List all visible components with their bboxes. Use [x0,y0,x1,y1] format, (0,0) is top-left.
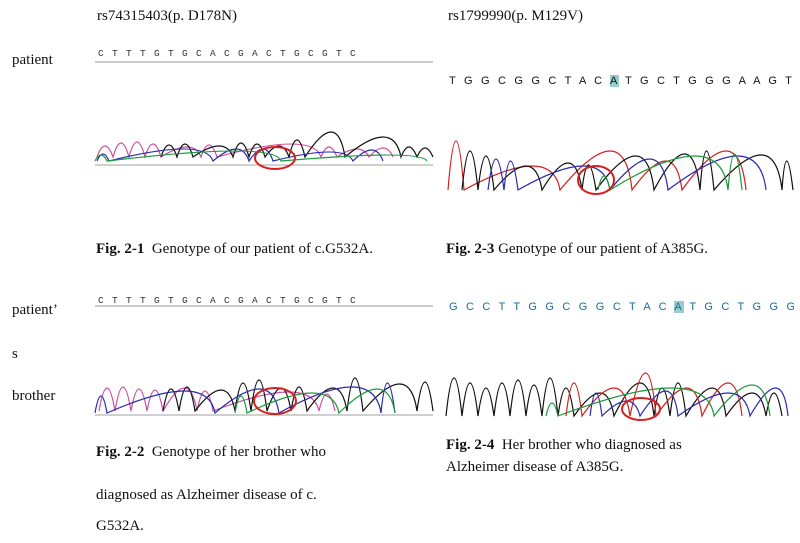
panel4-seq-variant-base: A [674,301,684,313]
panel2-chromatogram [94,305,434,416]
fig-2-2-caption-line2: diagnosed as Alzheimer disease of c. [96,487,317,503]
fig-2-4-caption-line2: Alzheimer disease of A385G. [446,459,624,475]
panel2-sequence: C T T T G T G C A C G A C T G C G T C [98,295,358,306]
panel2-trace-blue [94,382,396,415]
panel3-seq-variant-base: A [609,75,620,87]
row-label-brother-line3: brother [12,388,56,404]
caption-fig-2-1-line1: Fig. 2-1 Genotype of our patient of c.G5… [96,238,434,260]
caption-fig-2-4-line1: Fig. 2-4 Her brother who diagnosed as [446,434,796,456]
panel3-chromatogram [447,140,794,195]
fig-2-2-caption-line3: G532A. [96,518,144,534]
panel1-variant-circle [254,146,296,170]
panel2-variant-circle [253,387,297,415]
panel4-trace-blue [589,387,789,418]
panel4-trace-green [545,384,771,418]
header-right-variant: rs1799990(p. M129V) [448,8,583,24]
row-label-brother-line2: s [12,346,18,362]
panel1-trace-green [94,150,428,162]
header-left-variant: rs74315403(p. D178N) [97,8,237,24]
panel3-trace-green [597,153,743,191]
fig-2-3-label: Fig. 2-3 [446,241,495,257]
caption-fig-2-3: Fig. 2-3 Genotype of our patient of A385… [446,238,796,260]
panel4-sequence: G C C T T G G C G G C T A C A T G C T G … [449,301,794,313]
panel1-trace-pink [96,141,394,160]
panel4-seq-post: T G C T G G G A A G T [689,301,794,313]
row-label-patient: patient [12,52,53,68]
panel4-variant-circle [621,397,661,421]
panel3-trace-black [461,150,794,192]
caption-fig-2-2-line1: Fig. 2-2 Genotype of her brother who [96,441,434,463]
panel1-chromatogram [94,61,434,170]
panel3-seq-pre: T G G C G G C T A C [449,75,610,87]
fig-2-4-caption-line1: Her brother who diagnosed as [501,437,682,453]
panel1-sequence: C T T T G T G C A C G A C T G C G T C [98,48,358,59]
panel4-chromatogram [445,372,789,421]
panel3-variant-circle [577,165,615,195]
fig-2-4-label: Fig. 2-4 [446,437,495,453]
fig-2-1-label: Fig. 2-1 [96,241,145,257]
panel4-trace-black [445,377,783,418]
panel3-trace-blue [487,155,767,192]
fig-2-2-label: Fig. 2-2 [96,444,145,460]
panel3-seq-post: T G C T G G G A A G T G [619,75,794,87]
panel4-seq-pre: G C C T T G G C G G C T A C [449,301,675,313]
panel4-trace-red [565,372,743,419]
fig-2-2-caption-line1: Genotype of her brother who [151,444,326,460]
panel3-trace-red [447,140,747,192]
row-label-brother-line1: patient’ [12,302,58,318]
fig-2-1-caption: Genotype of our patient of c.G532A. [151,241,374,257]
panel3-sequence: T G G C G G C T A C A T G C T G G G A A … [449,75,794,87]
panel2-trace-green [234,388,396,415]
fig-2-3-caption: Genotype of our patient of A385G. [498,241,709,257]
